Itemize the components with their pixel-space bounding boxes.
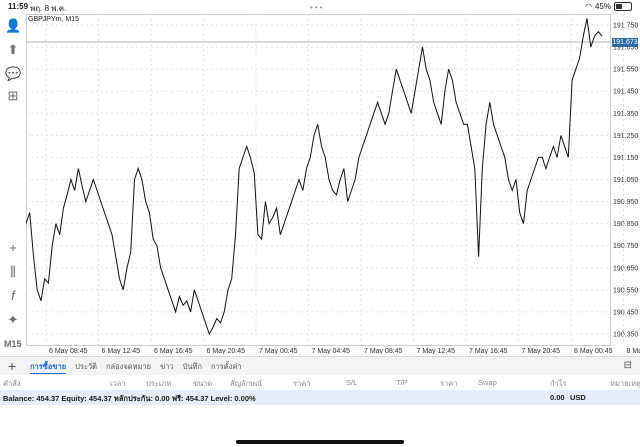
- y-tick-label: 191.150: [613, 155, 638, 162]
- indicators-icon[interactable]: f: [11, 288, 15, 303]
- y-tick-label: 191.350: [613, 111, 638, 118]
- balance-profit: 0.00: [550, 393, 565, 402]
- column-header[interactable]: สัญลักษณ์: [230, 379, 263, 388]
- balance-currency: USD: [570, 393, 586, 402]
- price-series-line: [26, 18, 603, 336]
- column-header[interactable]: เวลา: [110, 379, 126, 388]
- y-tick-label: 190.350: [613, 331, 638, 338]
- column-header[interactable]: คำสั่ง: [3, 379, 21, 388]
- tab-1[interactable]: ประวัติ: [75, 362, 98, 371]
- x-tick-label: 7 May 08:45: [364, 348, 403, 354]
- column-header[interactable]: ราคา: [293, 379, 311, 388]
- x-tick-label: 8 May 00:45: [574, 348, 613, 354]
- status-time: 11:59: [8, 2, 29, 11]
- column-header[interactable]: S/L: [346, 378, 358, 387]
- home-indicator[interactable]: [236, 440, 404, 444]
- trade-icon[interactable]: ⬆: [7, 42, 19, 57]
- add-icon[interactable]: +: [8, 358, 17, 374]
- y-tick-label: 191.250: [613, 133, 638, 140]
- layout-icon[interactable]: ⊟: [623, 360, 632, 371]
- x-tick-label: 7 May 20:45: [522, 348, 561, 354]
- column-header[interactable]: กำไร: [550, 379, 567, 388]
- left-toolbar: 👤 ⬆ 💬 ⊞ + ⫼ f ✦ M15: [0, 14, 26, 359]
- timeframe-button[interactable]: M15: [4, 339, 22, 349]
- column-header[interactable]: Swap: [478, 378, 497, 387]
- status-bar: 11:59 พฤ. 8 พ.ค. ◠ 45%: [0, 0, 640, 14]
- column-header[interactable]: ราคา: [440, 379, 458, 388]
- wifi-icon: ◠: [585, 2, 592, 11]
- x-tick-label: 7 May 16:45: [469, 348, 508, 354]
- column-header[interactable]: T/P: [396, 378, 408, 387]
- y-tick-label: 190.750: [613, 243, 638, 250]
- tab-0[interactable]: การซื้อขาย: [30, 361, 67, 374]
- table-header: คำสั่ง เวลา ประเภท ขนาด สัญลักษณ์ ราคา S/L T/P ร…: [0, 375, 640, 389]
- x-tick-label: 7 May 00:45: [259, 348, 298, 354]
- y-tick-label: 191.750: [613, 23, 638, 30]
- x-tick-label: 6 May 20:45: [207, 348, 246, 354]
- new-order-icon[interactable]: ⊞: [7, 88, 19, 103]
- tab-4[interactable]: บันทึก: [182, 362, 203, 371]
- y-tick-label: 191.050: [613, 177, 638, 184]
- y-tick-label: 190.450: [613, 309, 638, 316]
- column-header[interactable]: หมายเหตุ: [610, 379, 640, 388]
- battery-percent: 45%: [594, 2, 611, 11]
- price-chart[interactable]: 191.750 191.650 191.550 191.450 191.350 191.2…: [26, 14, 640, 354]
- x-tick-label: 6 May 16:45: [154, 348, 193, 354]
- battery-fill: [616, 4, 623, 9]
- tab-5[interactable]: การตั้งค่า: [211, 362, 242, 371]
- balance-row: Balance: 454.37 Equity: 454.37 หลักประกั…: [0, 390, 640, 405]
- account-icon[interactable]: 👤: [5, 18, 22, 33]
- tab-2[interactable]: กล่องจดหมาย: [106, 362, 152, 371]
- chart-symbol: GBPJPYm, M15: [28, 16, 79, 23]
- column-header[interactable]: ประเภท: [146, 379, 172, 388]
- x-tick-label: 7 May 04:45: [312, 348, 351, 354]
- crosshair-icon[interactable]: +: [9, 240, 17, 255]
- x-tick-label: 6 May 08:45: [49, 348, 88, 354]
- chart-svg[interactable]: 191.750 191.650 191.550 191.450 191.350 191.2…: [26, 14, 640, 354]
- multitask-dots-icon[interactable]: •••: [310, 3, 325, 12]
- status-date: พฤ. 8 พ.ค.: [30, 4, 67, 13]
- y-tick-label: 190.650: [613, 265, 638, 272]
- chart-type-icon[interactable]: ⫼: [10, 264, 16, 279]
- tab-3[interactable]: ข่าว: [160, 362, 174, 371]
- balance-summary: Balance: 454.37 Equity: 454.37 หลักประกั…: [3, 394, 256, 403]
- terminal-tabs: + การซื้อขาย ประวัติ กล่องจดหมาย ข่าว บันทึก…: [0, 356, 640, 375]
- tab-list: การซื้อขาย ประวัติ กล่องจดหมาย ข่าว บันทึก กา…: [30, 361, 242, 374]
- x-tick-label: 7 May 12:45: [417, 348, 456, 354]
- x-tick-label: 6 May 12:45: [102, 348, 141, 354]
- objects-icon[interactable]: ✦: [7, 312, 19, 327]
- battery-icon: [614, 2, 632, 11]
- x-tick-label: 8 May 04:45: [627, 348, 640, 354]
- column-header[interactable]: ขนาด: [193, 379, 213, 388]
- y-tick-label: 191.550: [613, 67, 638, 74]
- y-tick-label: 191.650: [613, 45, 638, 52]
- y-tick-label: 191.450: [613, 89, 638, 96]
- status-right: ◠ 45%: [585, 2, 632, 11]
- chat-icon[interactable]: 💬: [5, 66, 22, 81]
- y-tick-label: 190.950: [613, 199, 638, 206]
- y-tick-label: 190.850: [613, 221, 638, 228]
- current-price-tag: 191.673: [612, 38, 638, 48]
- y-tick-label: 190.550: [613, 287, 638, 294]
